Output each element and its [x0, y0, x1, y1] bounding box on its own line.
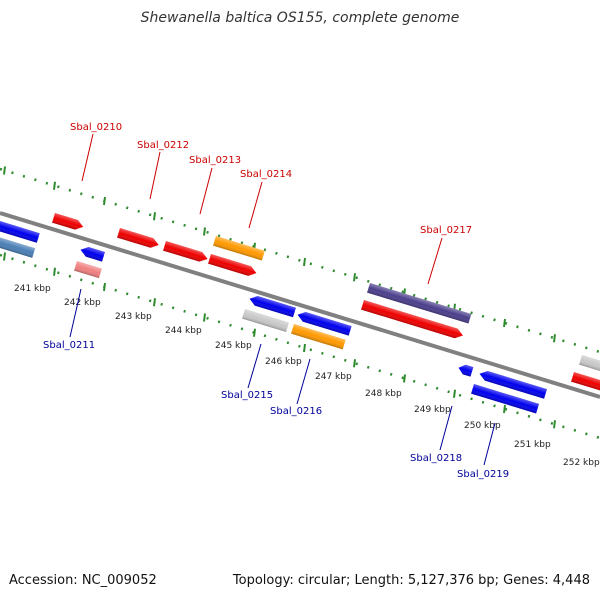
- leader-line: [483, 422, 496, 466]
- ruler-tick: [153, 212, 156, 221]
- leader-line: [149, 151, 161, 200]
- ruler-tick: [353, 359, 356, 368]
- gene-label-sbal-0211[interactable]: Sbal_0211: [43, 340, 95, 351]
- gene-sbal-0211-small-arrow[interactable]: [79, 245, 105, 262]
- ruler-tick: [303, 257, 306, 267]
- gene-sbal-0217b-arrow[interactable]: [361, 300, 464, 340]
- gene-labels: Sbal_0210 Sbal_0212 Sbal_0213 Sbal_0214 …: [43, 122, 509, 480]
- ruler-tick: [53, 267, 56, 276]
- ruler-tick: [53, 181, 56, 190]
- scale-label: 245 kbp: [215, 341, 252, 351]
- gene-label-sbal-0218[interactable]: Sbal_0218: [410, 453, 462, 464]
- leader-line: [248, 181, 263, 229]
- leader-lines: [69, 133, 496, 466]
- scale-labels: 241 kbp 242 kbp 243 kbp 244 kbp 245 kbp …: [14, 284, 600, 468]
- ruler-tick: [3, 252, 6, 261]
- scale-label: 248 kbp: [365, 389, 402, 399]
- scale-label: 242 kbp: [64, 298, 101, 308]
- scale-label: 252 kbp: [563, 458, 600, 468]
- upper-ruler-line: [0, 167, 600, 354]
- scale-label: 241 kbp: [14, 284, 51, 294]
- lower-ruler-line: [0, 253, 600, 440]
- gene-edge-red-arrow[interactable]: [571, 372, 600, 394]
- scale-label: 247 kbp: [315, 372, 352, 382]
- gene-sbal-0217-arrow[interactable]: [367, 283, 472, 324]
- ruler-tick: [203, 313, 206, 322]
- gene-label-sbal-0215[interactable]: Sbal_0215: [221, 390, 273, 401]
- gene-sbal-0214-arrow[interactable]: [213, 236, 265, 261]
- gene-sbal-0210-arrow[interactable]: [52, 213, 85, 232]
- gene-sbal-0212-arrow[interactable]: [117, 228, 160, 250]
- scale-label: 244 kbp: [165, 326, 202, 336]
- gene-label-sbal-0214[interactable]: Sbal_0214: [240, 169, 292, 180]
- leader-line: [296, 358, 311, 405]
- gene-label-sbal-0210[interactable]: Sbal_0210: [70, 122, 122, 133]
- ruler-tick: [3, 166, 6, 175]
- scale-label: 249 kbp: [414, 405, 451, 415]
- scale-label: 246 kbp: [265, 357, 302, 367]
- scale-label: 250 kbp: [464, 421, 501, 431]
- ruler-tick: [103, 282, 106, 292]
- gene-left-steelblue-arrow[interactable]: [0, 236, 36, 258]
- leader-line: [439, 405, 453, 451]
- gene-sbal-0215-arrow[interactable]: [242, 309, 289, 333]
- leader-line: [247, 343, 262, 389]
- leader-line: [199, 167, 213, 215]
- gene-sbal-0216-arrow[interactable]: [291, 324, 346, 350]
- ruler-tick: [353, 273, 356, 282]
- genome-backbone: [0, 211, 600, 399]
- gene-label-sbal-0212[interactable]: Sbal_0212: [137, 140, 189, 151]
- scale-label: 243 kbp: [115, 312, 152, 322]
- gene-label-sbal-0217[interactable]: Sbal_0217: [420, 225, 472, 236]
- gene-label-sbal-0216[interactable]: Sbal_0216: [270, 406, 322, 417]
- gene-label-sbal-0219[interactable]: Sbal_0219: [457, 469, 509, 480]
- gene-sbal-0215-blue-arrow[interactable]: [248, 294, 296, 318]
- ruler-tick: [503, 318, 506, 328]
- ruler-tick: [403, 374, 406, 383]
- gene-edge-grey-arrow[interactable]: [579, 355, 600, 374]
- ruler-tick: [153, 298, 156, 307]
- ruler-tick: [553, 420, 556, 429]
- gene-sbal-0218-arrow[interactable]: [478, 369, 547, 399]
- gene-sbal-0218-small-arrow[interactable]: [457, 363, 474, 377]
- leader-line: [427, 237, 443, 285]
- gene-arrows: [0, 213, 600, 414]
- gene-sbal-0219-arrow[interactable]: [471, 384, 540, 414]
- gene-sbal-0216-blue-arrow[interactable]: [296, 310, 352, 336]
- ruler-tick: [453, 389, 456, 398]
- gene-sbal-0211-arrow[interactable]: [74, 261, 102, 279]
- genome-title: Shewanella baltica OS155, complete genom…: [140, 10, 460, 26]
- ruler-tick: [503, 404, 506, 414]
- ruler-ticks: [3, 166, 556, 429]
- gene-sbal-0213-arrow[interactable]: [163, 241, 209, 264]
- ruler-tick: [103, 196, 106, 206]
- gene-sbal-0214b-arrow[interactable]: [208, 254, 258, 278]
- leader-line: [81, 133, 94, 182]
- gene-left-blue-arrow[interactable]: [0, 218, 40, 243]
- genome-summary: Topology: circular; Length: 5,127,376 bp…: [232, 573, 590, 588]
- gene-label-sbal-0213[interactable]: Sbal_0213: [189, 155, 241, 166]
- leader-line: [69, 288, 82, 338]
- accession-label: Accession: NC_009052: [9, 573, 157, 588]
- ruler-tick: [553, 334, 556, 343]
- ruler-tick: [253, 328, 256, 337]
- ruler-tick: [203, 227, 206, 236]
- scale-label: 251 kbp: [514, 440, 551, 450]
- ruler-tick: [303, 343, 306, 353]
